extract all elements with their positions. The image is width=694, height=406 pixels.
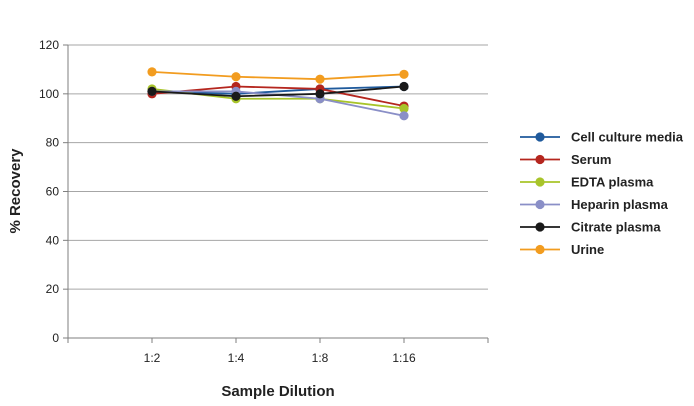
legend-label: Heparin plasma [571,197,669,212]
data-point [399,111,409,121]
x-axis-title: Sample Dilution [221,383,334,400]
legend-marker [535,222,545,232]
y-tick-label: 120 [39,38,59,52]
x-tick-label: 1:4 [228,351,245,365]
y-tick-label: 60 [46,185,60,199]
data-point [399,69,409,79]
y-axis-ticks: 0 20 40 60 80 100 120 [39,38,68,345]
data-point [399,81,409,92]
legend-item: Urine [520,242,604,257]
y-tick-label: 80 [46,136,60,150]
legend-label: Urine [571,242,604,257]
y-tick-label: 40 [46,233,60,247]
series-line [151,70,405,81]
legend-item: Cell culture media [520,130,684,145]
series-urine [147,67,409,84]
y-tick-label: 20 [46,282,60,296]
data-point [399,103,409,114]
series-line [151,85,405,98]
legend-marker [535,132,545,142]
legend-item: EDTA plasma [520,175,654,190]
series-group [147,67,409,121]
data-point [315,74,325,84]
data-point [315,89,325,99]
legend: Cell culture media Serum EDTA plasma Hepari… [520,130,684,257]
y-tick-label: 0 [52,331,59,345]
legend-marker [535,177,545,187]
legend-item: Serum [520,152,611,167]
legend-label: EDTA plasma [571,175,654,190]
series-line [151,85,405,95]
data-point [231,91,241,101]
legend-label: Citrate plasma [571,220,661,235]
series-citrate-plasma [147,81,409,101]
x-tick-label: 1:16 [392,351,416,365]
series-serum [147,81,409,111]
legend-item: Citrate plasma [520,220,661,235]
legend-marker [535,154,545,165]
y-tick-label: 100 [39,87,59,101]
x-tick-label: 1:8 [312,351,329,365]
legend-label: Cell culture media [571,130,684,145]
data-point [147,86,157,96]
x-axis-ticks: 1:2 1:4 1:8 1:16 [67,338,489,365]
x-tick-label: 1:2 [144,351,161,365]
grid-lines [68,44,488,290]
legend-marker [535,244,545,255]
data-point [147,67,157,77]
data-point [231,72,241,82]
y-axis-title: % Recovery [7,148,24,234]
legend-label: Serum [571,152,611,167]
legend-marker [535,199,545,210]
series-line [151,85,405,107]
legend-item: Heparin plasma [520,197,669,212]
